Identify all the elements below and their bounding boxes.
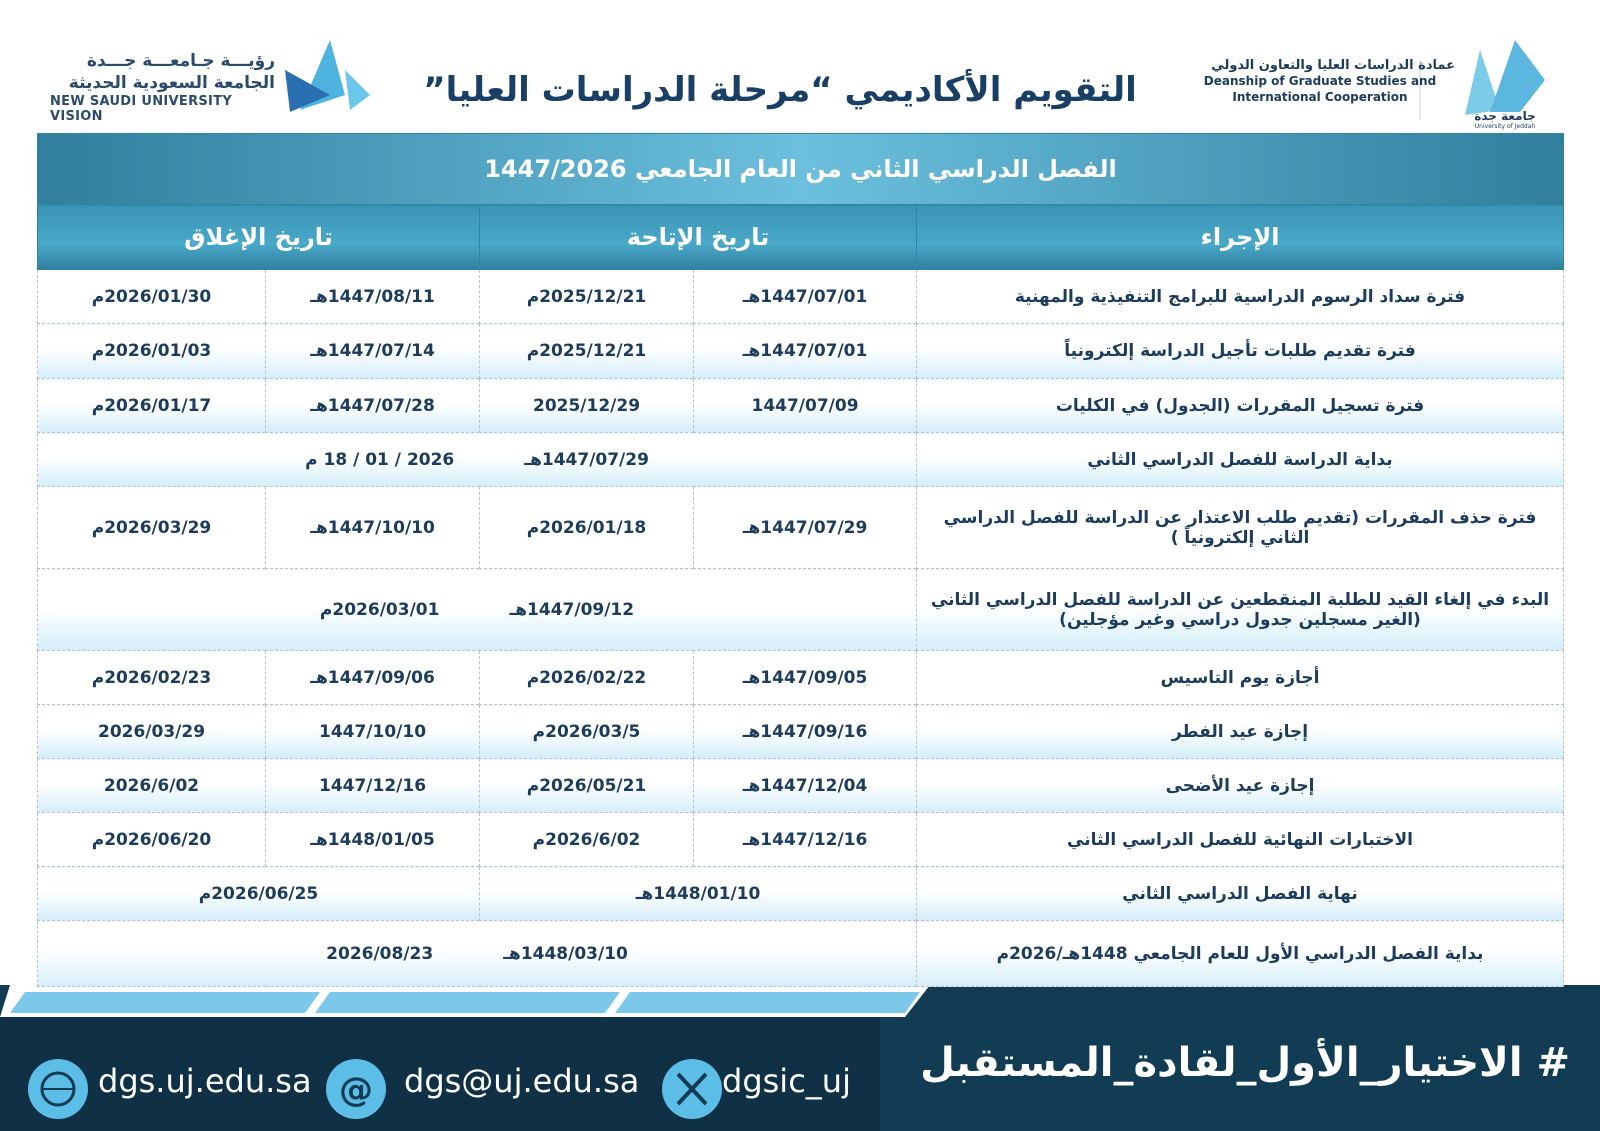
date-pair: 1448/03/10هـ 2026/08/23 — [48, 944, 906, 964]
date-cell: 1447/10/10 — [265, 704, 481, 759]
date-cell: 1447/12/04هـ — [693, 758, 918, 813]
deanship-en: Deanship of Graduate Studies and — [1203, 74, 1437, 88]
date-cell: 1447/07/01هـ — [693, 269, 918, 324]
date-cell: 1447/12/16هـ — [693, 812, 918, 867]
date-cell: 2025/12/29 — [479, 378, 695, 433]
date-cell: 1447/12/16 — [265, 758, 481, 813]
action-cell: فترة حذف المقررات (تقديم طلب الاعتذار عن… — [916, 486, 1565, 569]
table-row: أجازة يوم التاسيس 1447/09/05هـ 2026/02/22م… — [36, 650, 1565, 705]
action-cell: فترة سداد الرسوم الدراسية للبرامج التنفي… — [916, 269, 1565, 324]
vision-text: رؤيـــة جـامعـــة جـــدة الجامعة السعودي… — [50, 50, 275, 124]
action-cell: بداية الفصل الدراسي الأول للعام الجامعي … — [916, 920, 1565, 987]
date-cell: 1447/09/05هـ — [693, 650, 918, 705]
date-cell: 1447/07/29هـ — [693, 486, 918, 569]
date-cell: 2026/06/20م — [36, 812, 267, 867]
website: dgs.uj.edu.sa — [98, 1062, 312, 1100]
header: التقويم الأكاديمي “مرحلة الدراسات العليا… — [0, 0, 1600, 133]
table-row: بداية الفصل الدراسي الأول للعام الجامعي … — [36, 920, 1565, 987]
date-pair: 1447/09/12هـ 2026/03/01م — [48, 600, 906, 620]
date-text: 2026/08/23 — [326, 943, 434, 964]
date-cell: 2026/01/03م — [36, 323, 267, 379]
date-cell: 2026/02/23م — [36, 650, 267, 705]
date-cell: 2026/01/17م — [36, 378, 267, 433]
date-cell: 1448/03/10هـ 2026/08/23 — [36, 920, 918, 987]
action-cell: أجازة يوم التاسيس — [916, 650, 1565, 705]
email: dgs@uj.edu.sa — [404, 1062, 640, 1100]
deanship: عمادة الدراسات العليا والتعاون الدولي De… — [1185, 58, 1455, 105]
date-cell: 1447/09/06هـ — [265, 650, 481, 705]
date-cell: 1447/07/14هـ — [265, 323, 481, 379]
date-cell: 2026/01/30م — [36, 269, 267, 324]
action-cell: بداية الدراسة للفصل الدراسي الثاني — [916, 432, 1565, 487]
table-row: الاختبارات النهائية للفصل الدراسي الثاني… — [36, 812, 1565, 867]
date-pair: 1447/07/29هـ 2026 / 01 / 18 م — [48, 450, 906, 470]
date-cell: 1447/07/29هـ 2026 / 01 / 18 م — [36, 432, 918, 487]
action-cell: فترة تقديم طلبات تأجيل الدراسة إلكترونيا… — [916, 323, 1565, 379]
date-cell: 2026/6/02 — [36, 758, 267, 813]
date-cell: 1448/01/10هـ — [479, 866, 918, 921]
table-row: فترة تسجيل المقررات (الجدول) في الكليات 1… — [36, 378, 1565, 433]
date-cell: 2026/01/18م — [479, 486, 695, 569]
vision-ar: رؤيـــة جـامعـــة جـــدة — [86, 51, 275, 71]
table-row: نهاية الفصل الدراسي الثاني 1448/01/10هـ 20… — [36, 866, 1565, 921]
calendar-table: الفصل الدراسي الثاني من العام الجامعي 14… — [36, 133, 1565, 987]
column-header: تاريخ الإتاحة — [479, 204, 918, 270]
column-header: تاريخ الإغلاق — [36, 204, 481, 270]
date-cell: 2026/6/02م — [479, 812, 695, 867]
table-row: بداية الدراسة للفصل الدراسي الثاني 1447/0… — [36, 432, 1565, 487]
date-cell: 1447/07/28هـ — [265, 378, 481, 433]
icons: @ — [28, 1059, 722, 1119]
university-ar: جامعة جدة — [1474, 109, 1536, 123]
table-row: فترة حذف المقررات (تقديم طلب الاعتذار عن… — [36, 486, 1565, 569]
university-en: University of Jeddah — [1474, 123, 1536, 130]
svg-text:@: @ — [339, 1070, 373, 1110]
action-cell: البدء في إلغاء القيد للطلبة المنقطعين عن… — [916, 568, 1565, 651]
date-cell: 1447/07/09 — [693, 378, 918, 433]
social: dgsic_uj — [722, 1062, 851, 1100]
deanship-en: International Cooperation — [1232, 90, 1408, 104]
date-cell: 1448/01/05هـ — [265, 812, 481, 867]
uj-logo — [1419, 40, 1545, 120]
action-cell: نهاية الفصل الدراسي الثاني — [916, 866, 1565, 921]
date-cell: 1447/08/11هـ — [265, 269, 481, 324]
date-cell: 1447/07/01هـ — [693, 323, 918, 379]
date-text: 2026 / 01 / 18 م — [305, 449, 455, 470]
deanship-ar: عمادة الدراسات العليا والتعاون الدولي — [1211, 58, 1455, 73]
university: جامعة جدة University of Jeddah — [1455, 109, 1555, 131]
date-text: 1447/07/29هـ — [524, 449, 649, 470]
vision-en: NEW SAUDI UNIVERSITY VISION — [50, 94, 233, 124]
action-cell: إجازة عيد الفطر — [916, 704, 1565, 759]
date-cell: 2026/03/29م — [36, 486, 267, 569]
date-text: 2026/03/01م — [319, 599, 440, 620]
table-row: إجازة عيد الأضحى 1447/12/04هـ 2026/05/21م 1… — [36, 758, 1565, 813]
title: التقويم الأكاديمي “مرحلة الدراسات العليا… — [423, 70, 1137, 110]
vision-logo — [285, 40, 370, 112]
date-cell: 2025/12/21م — [479, 269, 695, 324]
date-cell: 1447/09/12هـ 2026/03/01م — [36, 568, 918, 651]
table-row: فترة سداد الرسوم الدراسية للبرامج التنفي… — [36, 269, 1565, 324]
action-cell: الاختبارات النهائية للفصل الدراسي الثاني — [916, 812, 1565, 867]
table-caption: الفصل الدراسي الثاني من العام الجامعي 14… — [36, 133, 1565, 205]
table-row: إجازة عيد الفطر 1447/09/16هـ 2026/03/5م 144… — [36, 704, 1565, 759]
date-cell: 1447/10/10هـ — [265, 486, 481, 569]
date-cell: 2026/03/5م — [479, 704, 695, 759]
date-cell: 2026/05/21م — [479, 758, 695, 813]
date-cell: 2026/02/22م — [479, 650, 695, 705]
date-cell: 1447/09/16هـ — [693, 704, 918, 759]
column-header: الإجراء — [916, 204, 1565, 270]
table-row: فترة تقديم طلبات تأجيل الدراسة إلكترونيا… — [36, 323, 1565, 379]
action-cell: فترة تسجيل المقررات (الجدول) في الكليات — [916, 378, 1565, 433]
date-text: 1448/03/10هـ — [503, 943, 628, 964]
date-text: 1447/09/12هـ — [509, 599, 635, 620]
vision-ar2: الجامعة السعودية الحديثة — [68, 73, 275, 93]
date-cell: 2026/06/25م — [36, 866, 481, 921]
table-row: البدء في إلغاء القيد للطلبة المنقطعين عن… — [36, 568, 1565, 651]
date-cell: 2025/12/21م — [479, 323, 695, 379]
date-cell: 2026/03/29 — [36, 704, 267, 759]
hashtag: # الاختيار_الأول_لقادة_المستقبل — [920, 1040, 1570, 1086]
action-cell: إجازة عيد الأضحى — [916, 758, 1565, 813]
